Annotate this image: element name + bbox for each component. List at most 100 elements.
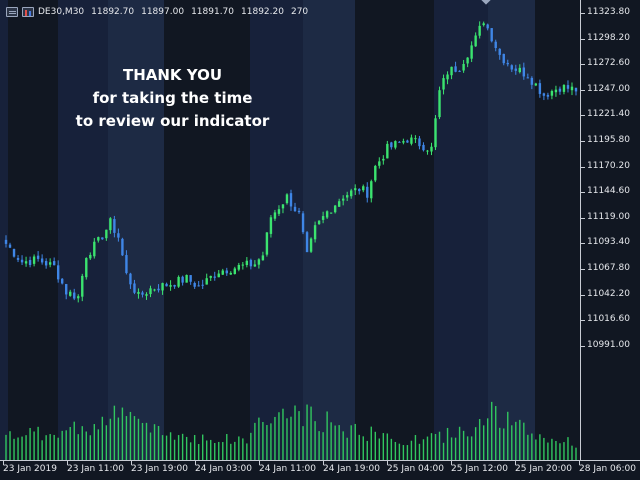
volume-bar <box>438 431 441 460</box>
volume-bar <box>342 431 344 460</box>
volume-bar <box>294 405 296 460</box>
volume-bar <box>17 437 19 460</box>
price-tick <box>581 243 585 245</box>
bull-candle <box>205 278 208 285</box>
bear-candle <box>542 93 546 96</box>
time-tick <box>195 461 196 465</box>
price-label: 11144.60 <box>587 186 630 197</box>
bear-candle <box>141 292 144 295</box>
time-label: 25 Jan 12:00 <box>451 464 508 474</box>
thank-you-overlay: THANK YOU for taking the time to review … <box>50 64 295 133</box>
bull-candle <box>446 74 449 80</box>
time-tick <box>387 461 388 465</box>
bull-candle <box>137 291 140 294</box>
bear-candle <box>12 248 16 257</box>
bull-candle <box>185 274 188 283</box>
bear-candle <box>514 68 517 71</box>
bear-candle <box>113 219 116 233</box>
bull-candle <box>85 258 88 278</box>
volume-bar <box>430 433 433 460</box>
price-label: 11298.20 <box>587 32 630 43</box>
bull-candle <box>145 294 148 296</box>
volume-bar <box>446 427 449 460</box>
time-tick <box>3 461 4 465</box>
price-tick <box>581 115 585 117</box>
bear-candle <box>4 239 8 244</box>
bull-candle <box>265 232 269 255</box>
bear-candle <box>502 53 505 64</box>
chart-window-icon[interactable] <box>22 7 34 17</box>
time-label: 25 Jan 20:00 <box>515 464 572 474</box>
bear-candle <box>526 77 530 79</box>
bull-candle <box>378 161 381 166</box>
time-label: 23 Jan 2019 <box>3 464 57 474</box>
bull-candle <box>462 63 465 71</box>
volume-bar <box>69 427 71 460</box>
volume-bar <box>89 435 91 460</box>
price-scale[interactable]: 11323.80 11298.20 11272.60 11247.00 11221.40… <box>580 0 640 480</box>
volume-bar <box>454 437 457 460</box>
price-tick <box>581 13 585 14</box>
volume-bar <box>77 434 79 460</box>
volume-bar <box>133 416 136 460</box>
bear-candle <box>225 270 228 274</box>
bear-candle <box>574 87 578 92</box>
bear-candle <box>366 186 369 198</box>
bull-candle <box>273 212 277 219</box>
volume-bar <box>450 437 453 460</box>
volume-bar <box>45 435 47 460</box>
volume-bar <box>125 416 128 460</box>
time-label: 23 Jan 19:00 <box>131 464 188 474</box>
volume-bar <box>177 435 180 460</box>
price-tick <box>581 269 585 270</box>
bear-candle <box>418 138 421 147</box>
high-price: 11897.00 <box>141 7 185 17</box>
bull-candle <box>382 158 385 161</box>
volume-bar <box>246 443 248 460</box>
bull-candle <box>333 205 337 213</box>
thank-you-line-1: THANK YOU <box>122 66 223 84</box>
volume-bar <box>350 425 352 460</box>
volume-bar <box>314 421 316 460</box>
bear-candle <box>506 62 509 65</box>
volume-bar <box>105 425 108 460</box>
chart-plot-area[interactable] <box>0 0 580 460</box>
volume-bar <box>206 440 208 460</box>
bull-candle <box>257 259 261 265</box>
bull-candle <box>233 268 237 274</box>
volume-bar <box>278 412 280 460</box>
volume-bar <box>386 433 389 460</box>
price-label: 11221.40 <box>587 109 630 120</box>
price-label: 11119.00 <box>587 211 630 222</box>
volume-bar <box>362 436 364 460</box>
time-scale[interactable]: 23 Jan 2019 23 Jan 11:00 23 Jan 19:00 24 Ja… <box>0 460 640 480</box>
session-band <box>58 0 108 460</box>
price-label: 11093.40 <box>587 237 630 248</box>
bull-candle <box>217 273 220 278</box>
bull-candle <box>93 241 96 257</box>
bull-candle <box>337 201 341 207</box>
volume-bar <box>173 439 176 460</box>
bear-candle <box>52 261 56 266</box>
bull-candle <box>438 90 441 118</box>
bear-candle <box>305 232 309 253</box>
bull-candle <box>245 260 249 266</box>
candlestick-chart[interactable] <box>0 0 580 460</box>
volume-bar <box>65 430 67 460</box>
price-label: 11247.00 <box>587 83 630 94</box>
bull-candle <box>470 45 473 59</box>
volume-bar <box>370 426 372 460</box>
bear-candle <box>566 85 570 89</box>
bull-candle <box>550 91 554 96</box>
volume-bar <box>326 411 328 460</box>
bear-candle <box>422 144 425 151</box>
window-list-icon[interactable] <box>6 7 18 17</box>
bull-candle <box>317 220 321 225</box>
bull-candle <box>426 150 429 152</box>
volume-bar <box>382 433 385 460</box>
bull-candle <box>81 275 84 297</box>
bear-candle <box>157 288 160 291</box>
time-tick <box>323 461 324 465</box>
session-band <box>0 0 8 460</box>
